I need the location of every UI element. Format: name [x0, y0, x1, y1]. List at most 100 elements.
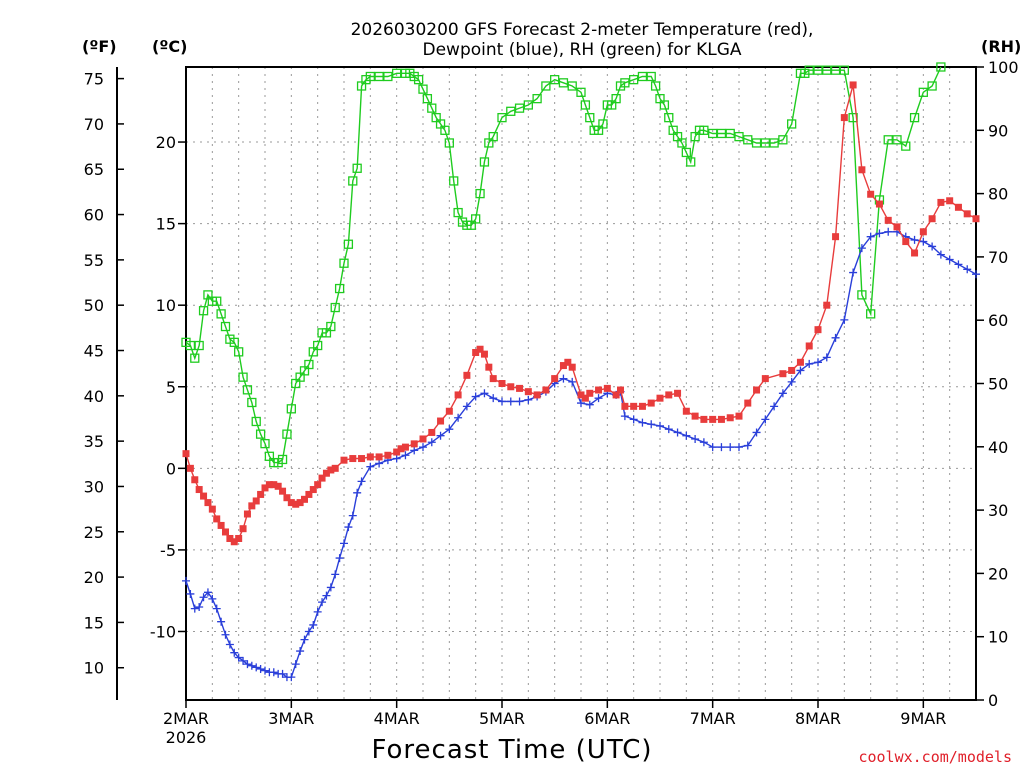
temperature-point — [309, 486, 317, 494]
rh-point — [475, 188, 485, 199]
temperature-point — [257, 490, 265, 498]
rh-tick-label: 90 — [988, 121, 1008, 140]
temperature-point — [691, 412, 699, 420]
rh-point — [927, 81, 937, 91]
dewpoint-point — [656, 421, 664, 430]
dewpoint-point — [309, 620, 318, 629]
temperature-point — [928, 215, 936, 223]
rh-point — [418, 84, 428, 94]
temperature-point — [779, 370, 787, 378]
temperature-point — [788, 366, 796, 374]
dewpoint-point — [726, 443, 735, 452]
rh-series — [181, 62, 946, 468]
fahrenheit-tick-label: 15 — [84, 613, 104, 632]
rh-point — [936, 62, 946, 72]
temperature-point — [287, 499, 295, 507]
dewpoint-point — [515, 397, 524, 406]
temperature-point — [327, 466, 335, 474]
rh-tick-label: 50 — [988, 375, 1008, 394]
fahrenheit-tick-label: 60 — [84, 206, 104, 225]
dewpoint-point — [708, 443, 717, 452]
gridlines — [186, 67, 976, 700]
dewpoint-point — [322, 591, 331, 600]
rh-point — [743, 135, 753, 145]
dewpoint-point — [963, 265, 972, 274]
rh-point — [514, 103, 525, 113]
rh-unit-label: (RH) — [981, 37, 1021, 56]
rh-point — [190, 353, 200, 363]
temperature-point — [472, 349, 480, 357]
rh-point — [576, 87, 586, 97]
dewpoint-point — [822, 353, 831, 362]
celsius-tick-label: 0 — [166, 459, 176, 478]
rh-point — [664, 112, 674, 123]
dewpoint-point — [203, 588, 212, 597]
dewpoint-point — [392, 454, 401, 463]
dewpoint-point — [506, 397, 515, 406]
temperature-point — [375, 453, 383, 461]
dewpoint-point — [796, 366, 805, 375]
chart-title-line-1: 2026030200 GFS Forecast 2-meter Temperat… — [351, 20, 814, 40]
temperature-point — [208, 505, 216, 513]
temperature-point — [963, 210, 971, 218]
temperature-point — [252, 497, 260, 505]
time-tick-label: 4MAR — [374, 709, 420, 728]
dewpoint-point — [195, 603, 204, 612]
temperature-point — [226, 534, 234, 542]
rh-point — [216, 309, 226, 319]
dewpoint-point — [884, 227, 893, 236]
fahrenheit-tick-label: 35 — [84, 432, 104, 451]
temperature-point — [480, 350, 488, 358]
fahrenheit-tick-label: 30 — [84, 477, 104, 496]
rh-point — [313, 340, 323, 351]
rh-point — [839, 65, 849, 75]
rh-point — [866, 309, 876, 319]
time-tick-label: 2MAR — [163, 709, 209, 728]
rh-point — [365, 71, 375, 82]
dewpoint-point — [647, 420, 656, 429]
celsius-tick-label: 15 — [156, 215, 176, 234]
dewpoint-point — [190, 604, 199, 613]
dewpoint-point — [234, 653, 243, 662]
temperature-point — [533, 391, 541, 399]
rh-tick-label: 20 — [988, 564, 1008, 583]
temperature-point — [551, 375, 559, 383]
temperature-point — [296, 499, 304, 507]
rh-point — [769, 138, 779, 148]
rh-point — [413, 75, 424, 85]
temperature-point — [235, 534, 243, 542]
rh-point — [725, 128, 735, 139]
temperature-point — [568, 363, 576, 371]
temperature-point — [524, 388, 532, 396]
temperature-point — [744, 399, 752, 407]
dewpoint-point — [410, 446, 419, 455]
temperature-point — [498, 380, 506, 387]
rh-point — [339, 258, 349, 268]
dewpoint-point — [256, 665, 265, 674]
fahrenheit-tick-label: 20 — [84, 568, 104, 587]
dewpoint-point — [840, 315, 849, 324]
celsius-tick-label: 20 — [156, 133, 176, 152]
temperature-point — [867, 190, 875, 198]
temperature-point — [972, 215, 980, 223]
fahrenheit-tick-label: 40 — [84, 387, 104, 406]
temperature-point — [248, 502, 256, 510]
dewpoint-point — [261, 666, 269, 675]
rh-point — [383, 71, 393, 82]
dewpoint-point — [304, 627, 313, 636]
rh-point — [901, 141, 911, 151]
temperature-point — [849, 81, 857, 89]
dewpoint-point — [805, 359, 814, 368]
dewpoint-point — [243, 660, 252, 669]
dewpoint-point — [664, 425, 673, 434]
temperature-point — [204, 499, 212, 507]
fahrenheit-tick-label: 75 — [84, 70, 104, 89]
dewpoint-point — [182, 576, 190, 585]
rh-point — [194, 340, 204, 351]
temperature-point — [656, 394, 664, 402]
temperature-point — [182, 450, 190, 458]
rh-point — [185, 340, 196, 351]
temperature-point — [902, 238, 910, 246]
temperature-point — [437, 417, 445, 425]
temperature-series — [182, 81, 980, 546]
